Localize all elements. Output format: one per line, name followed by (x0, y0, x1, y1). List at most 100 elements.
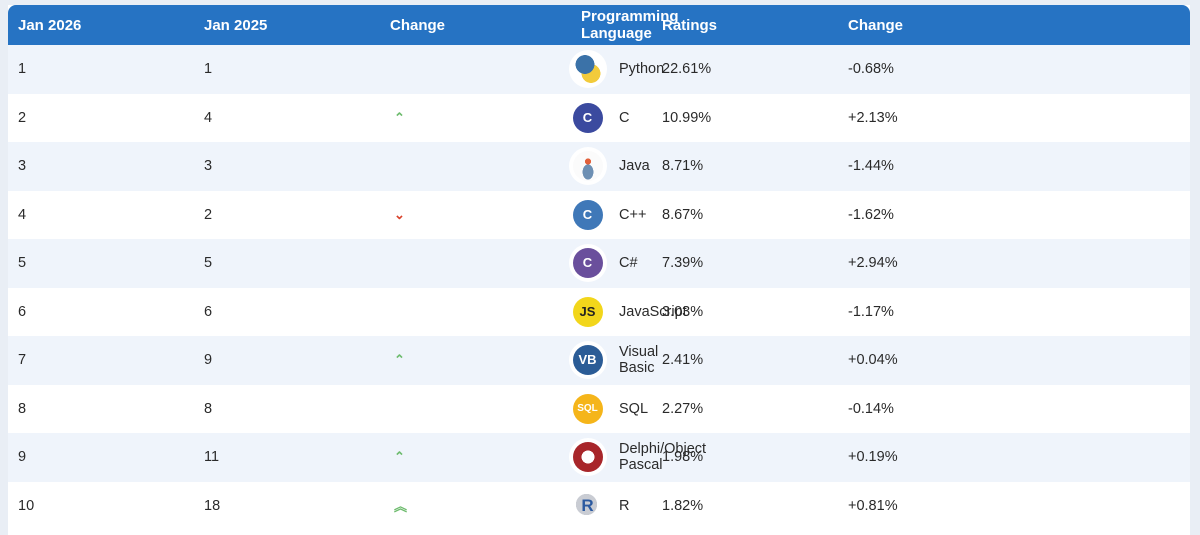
language-name[interactable]: C++ (619, 206, 647, 223)
rank-change-indicator (380, 385, 566, 434)
rank-change-indicator: ⌃ (380, 433, 566, 482)
rating-value: 2.27% (662, 400, 704, 417)
rank-change-indicator (380, 45, 566, 94)
language-name[interactable]: R (619, 497, 630, 514)
trend-double-up-icon: ︽ (394, 499, 408, 515)
rank-2025: 2 (204, 206, 213, 223)
rank-2026: 3 (18, 158, 27, 175)
rank-change-indicator: ⌃ (380, 94, 566, 143)
rank-2025: 5 (204, 255, 213, 272)
language-logo-cell: C (566, 191, 609, 240)
language-logo-cell: JS (566, 288, 609, 337)
language-logo-cell (566, 433, 609, 482)
java-icon (572, 151, 603, 182)
language-name[interactable]: Java (619, 158, 650, 175)
rating-change: +2.94% (848, 255, 898, 272)
tiobe-index-table-container: Jan 2026 Jan 2025 Change Programming Lan… (8, 5, 1190, 535)
rank-2026: 1 (18, 61, 27, 78)
language-name[interactable]: SQL (619, 400, 649, 417)
rating-value: 22.61% (662, 61, 712, 78)
rank-2025: 4 (204, 109, 213, 126)
table-header-row: Jan 2026 Jan 2025 Change Programming Lan… (8, 5, 1190, 45)
table-row: 5 5 C C# 7.39% +2.94% (8, 239, 1190, 288)
rank-2026: 7 (18, 352, 27, 369)
rank-2026: 8 (18, 400, 27, 417)
rating-value: 1.98% (662, 449, 704, 466)
rating-value: 8.67% (662, 206, 704, 223)
rank-2026: 2 (18, 109, 27, 126)
table-row: 2 4 ⌃ C C 10.99% +2.13% (8, 93, 1190, 143)
rating-change: -0.14% (848, 400, 894, 417)
rating-value: 3.03% (662, 303, 704, 320)
rating-change: -0.68% (848, 61, 894, 78)
language-logo-cell: C (566, 94, 609, 143)
language-logo-cell (566, 142, 609, 191)
header-jan-2026[interactable]: Jan 2026 (18, 16, 82, 34)
table-row: 6 6 JS JavaScript 3.03% -1.17% (8, 287, 1190, 337)
language-name[interactable]: Delphi/Object Pascal (619, 441, 707, 474)
language-name[interactable]: C (619, 109, 630, 126)
rank-change-indicator: ⌃ (380, 336, 566, 385)
rating-value: 1.82% (662, 497, 704, 514)
trend-up-icon: ⌃ (394, 109, 405, 125)
table-row: 4 2 ⌄ C C++ 8.67% -1.62% (8, 190, 1190, 240)
rating-change: -1.44% (848, 158, 894, 175)
rank-2025: 3 (204, 158, 213, 175)
csharp-icon: C (572, 248, 603, 279)
rating-value: 8.71% (662, 158, 704, 175)
rating-value: 10.99% (662, 109, 712, 126)
delphi-icon (572, 442, 603, 473)
rank-2025: 6 (204, 303, 213, 320)
rank-change-indicator (380, 288, 566, 337)
sql-icon: SQL (572, 393, 603, 424)
table-row: 7 9 ⌃ VB Visual Basic 2.41% +0.04% (8, 336, 1190, 385)
header-jan-2025[interactable]: Jan 2025 (204, 16, 268, 34)
language-name[interactable]: C# (619, 255, 638, 272)
rank-change-indicator (380, 239, 566, 288)
trend-up-icon: ⌃ (394, 352, 405, 368)
header-programming-language[interactable]: Programming Language (581, 8, 679, 42)
language-logo-cell (566, 45, 609, 94)
rating-value: 2.41% (662, 352, 704, 369)
rating-change: +0.19% (848, 449, 898, 466)
header-ratings[interactable]: Ratings (662, 16, 718, 34)
rank-2025: 1 (204, 61, 213, 78)
table-row: 9 11 ⌃ Delphi/Object Pascal 1.98% +0.19% (8, 433, 1190, 482)
language-ranking-table: Jan 2026 Jan 2025 Change Programming Lan… (8, 5, 1190, 530)
c-icon: C (572, 102, 603, 133)
rank-2025: 11 (204, 449, 220, 466)
python-icon (572, 54, 603, 85)
language-name[interactable]: JavaScript (619, 303, 687, 320)
rank-2025: 18 (204, 497, 221, 514)
rank-2026: 6 (18, 303, 27, 320)
header-change-rank[interactable]: Change (390, 16, 446, 34)
language-name[interactable]: Python (619, 61, 665, 78)
language-logo-cell: C (566, 239, 609, 288)
rank-2025: 8 (204, 400, 213, 417)
javascript-icon: JS (572, 296, 603, 327)
header-change-ratings[interactable]: Change (848, 16, 904, 34)
visual-basic-icon: VB (572, 345, 603, 376)
rank-change-indicator: ⌄ (380, 191, 566, 240)
cpp-icon: C (572, 199, 603, 230)
language-logo-cell: VB (566, 336, 609, 385)
rank-2026: 10 (18, 497, 35, 514)
rating-change: +0.81% (848, 497, 898, 514)
rank-change-indicator (380, 142, 566, 191)
table-row: 3 3 Java 8.71% -1.44% (8, 142, 1190, 191)
language-name[interactable]: Visual Basic (619, 344, 659, 377)
table-row: 1 1 Python 22.61% -0.68% (8, 45, 1190, 94)
language-logo-cell: SQL (566, 385, 609, 434)
rating-value: 7.39% (662, 255, 704, 272)
rating-change: +2.13% (848, 109, 898, 126)
rank-2026: 5 (18, 255, 27, 272)
r-icon: R (572, 490, 603, 521)
rating-change: +0.04% (848, 352, 898, 369)
table-row: 8 8 SQL SQL 2.27% -0.14% (8, 384, 1190, 434)
rating-change: -1.62% (848, 206, 894, 223)
trend-down-icon: ⌄ (394, 206, 405, 222)
rank-2026: 4 (18, 206, 27, 223)
table-row: 10 18 ︽ R R 1.82% +0.81% (8, 481, 1190, 531)
rating-change: -1.17% (848, 303, 894, 320)
rank-change-indicator: ︽ (380, 482, 566, 531)
